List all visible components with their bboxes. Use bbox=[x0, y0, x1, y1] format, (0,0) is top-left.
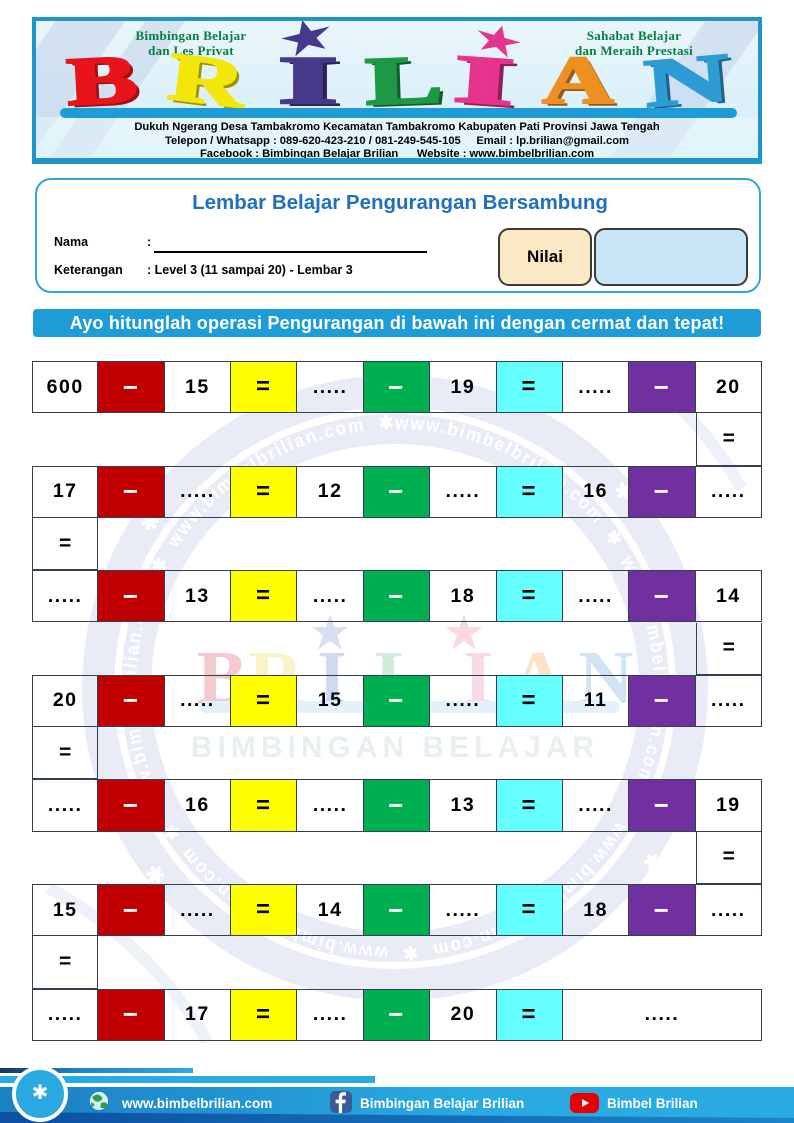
svg-text:BIMBINGAN BELAJAR: BIMBINGAN BELAJAR bbox=[191, 731, 599, 764]
